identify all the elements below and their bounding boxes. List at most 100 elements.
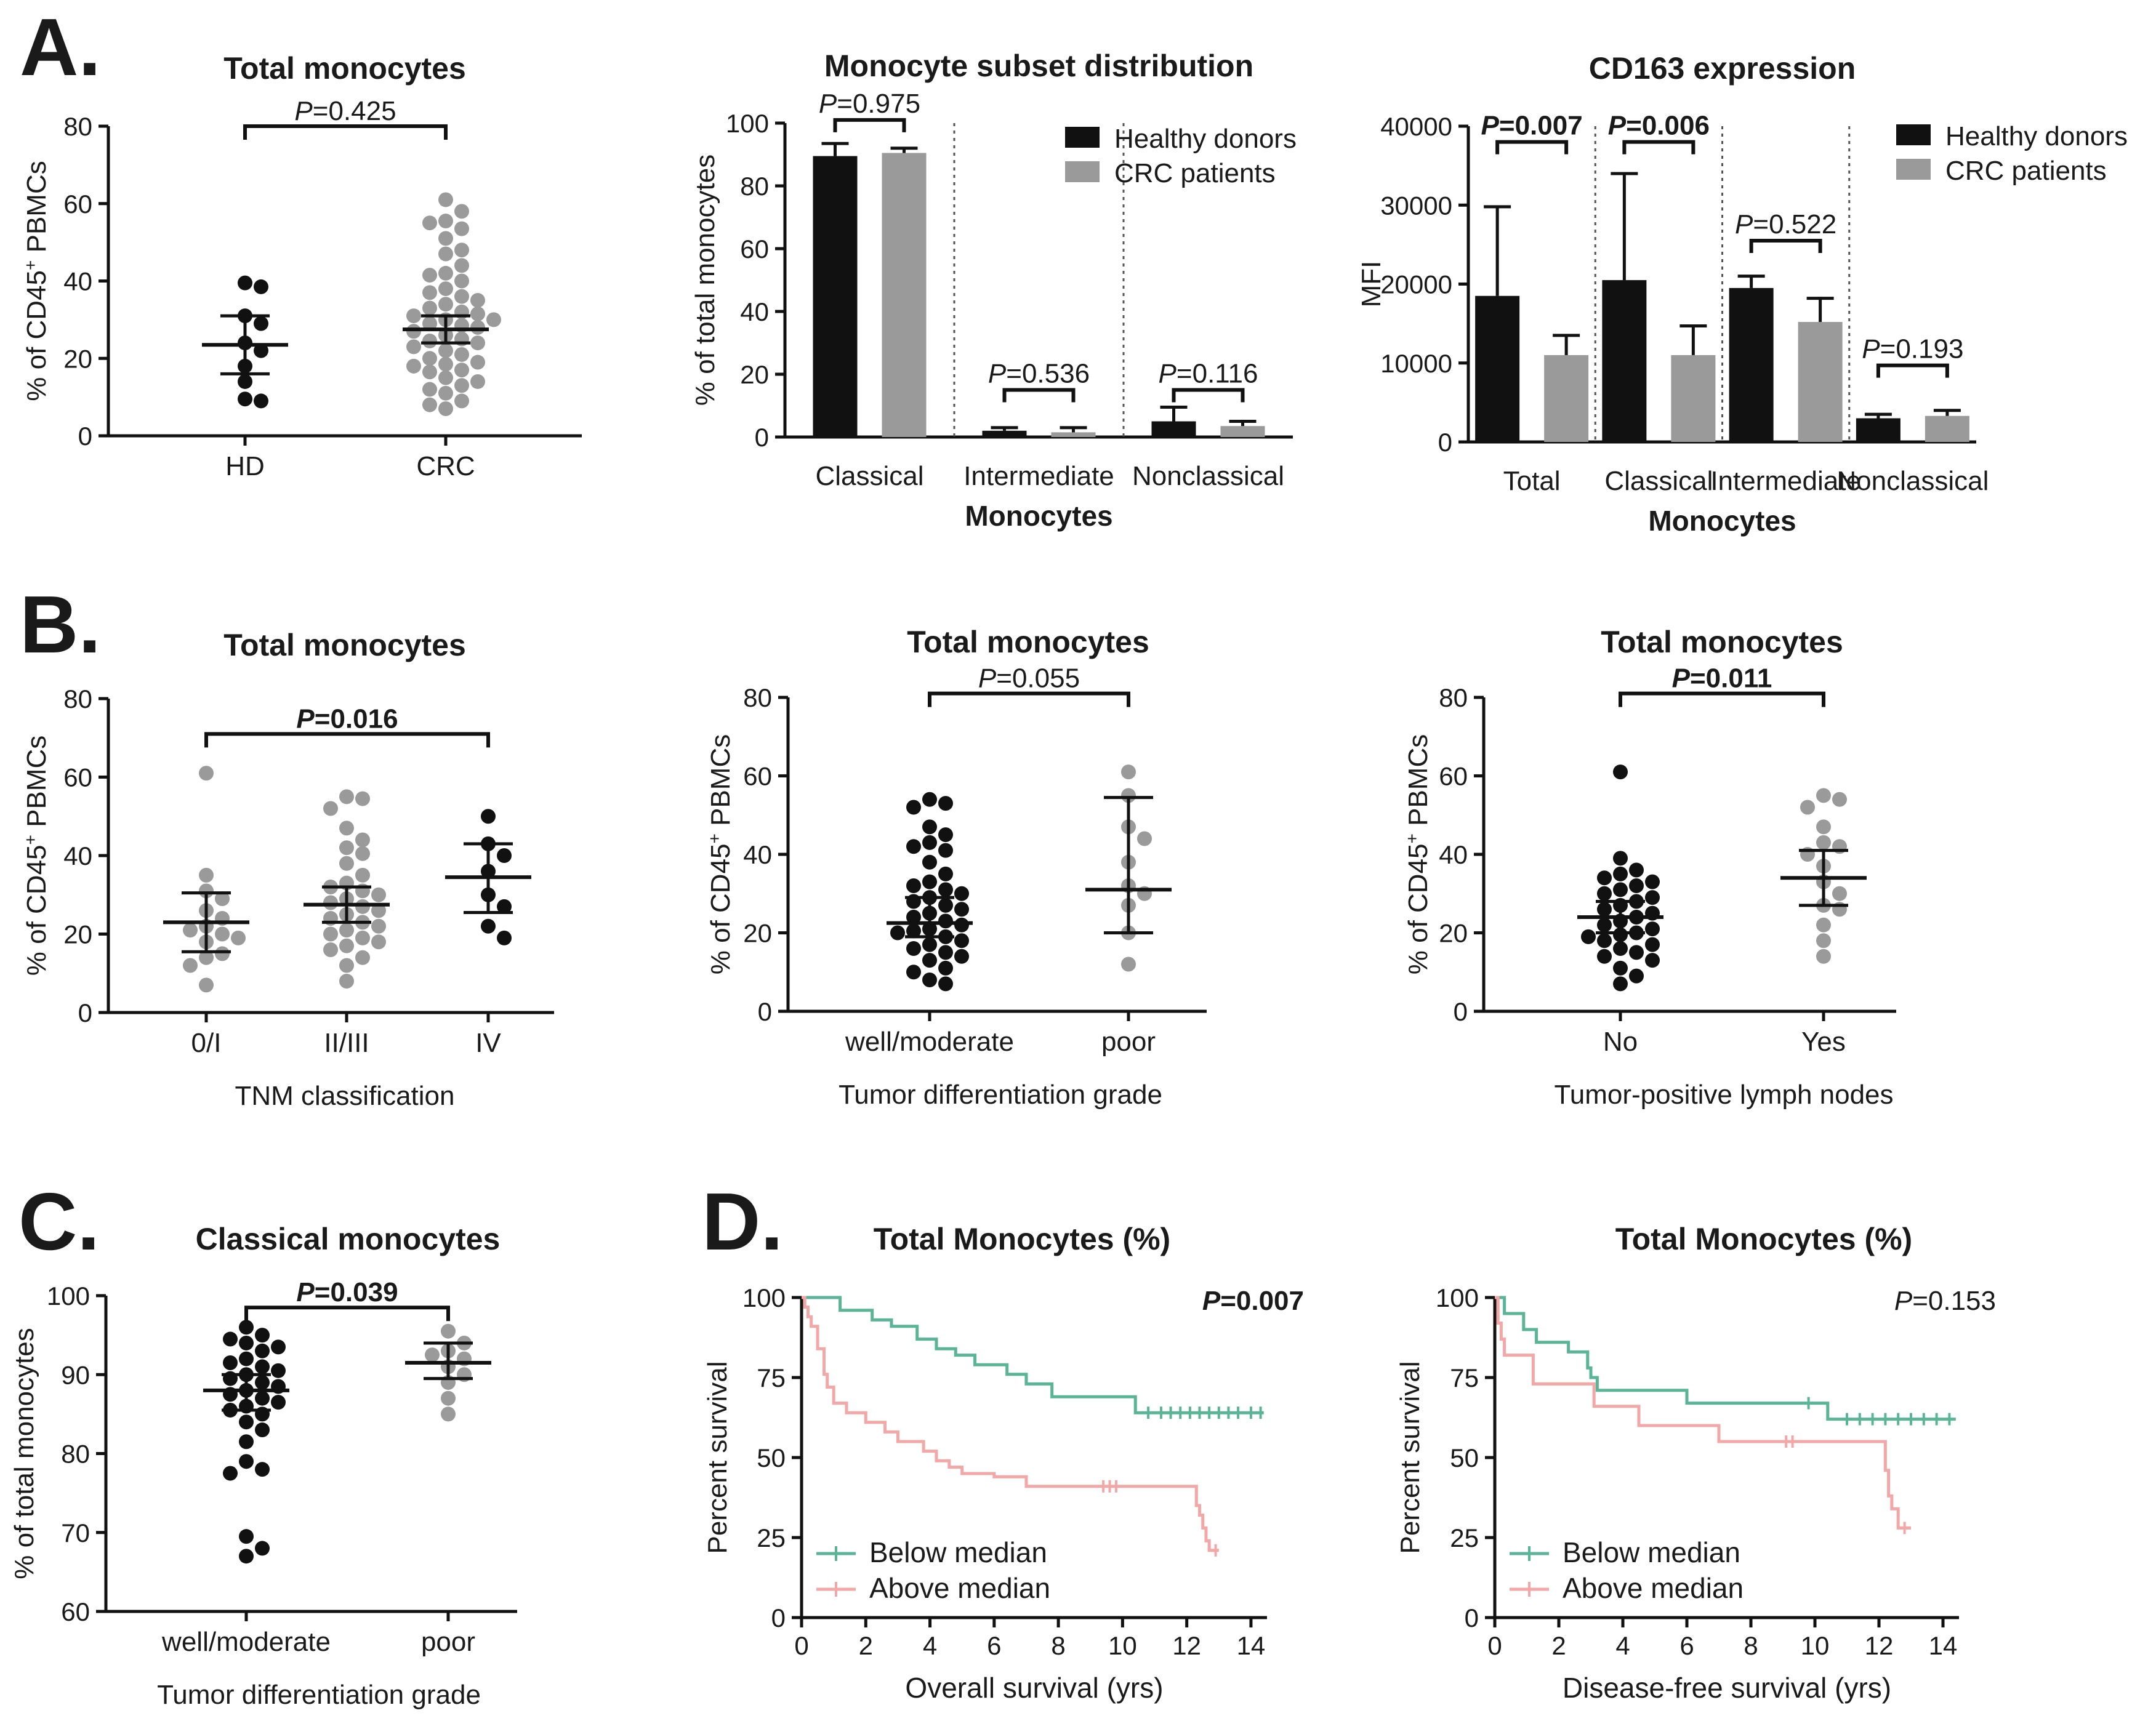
x-axis-label: TNM classification bbox=[235, 1081, 455, 1111]
data-point bbox=[890, 925, 905, 941]
x-tick-label: well/moderate bbox=[161, 1627, 331, 1657]
data-point bbox=[422, 364, 437, 380]
data-point bbox=[1645, 890, 1660, 905]
legend-swatch bbox=[1065, 127, 1100, 148]
y-axis-label: % of CD45+ PBMCs bbox=[705, 734, 736, 974]
data-point bbox=[199, 977, 214, 993]
data-point bbox=[355, 867, 370, 883]
data-point bbox=[1800, 800, 1815, 815]
data-point bbox=[438, 265, 453, 281]
bar bbox=[813, 156, 858, 438]
y-tick-label: 0 bbox=[78, 998, 92, 1027]
data-point bbox=[938, 882, 953, 897]
p-value-label: P=0.006 bbox=[1608, 111, 1710, 141]
y-tick-label: 0 bbox=[758, 997, 772, 1026]
data-point bbox=[438, 370, 453, 385]
data-point bbox=[922, 874, 937, 889]
y-tick-label: 100 bbox=[742, 1283, 786, 1312]
data-point bbox=[339, 820, 354, 836]
data-point bbox=[422, 397, 437, 412]
legend-label: Healthy donors bbox=[1945, 121, 2128, 151]
data-point bbox=[255, 1541, 270, 1556]
p-value-label: P=0.425 bbox=[294, 96, 396, 126]
data-point bbox=[922, 819, 937, 835]
data-point bbox=[906, 910, 921, 925]
data-point bbox=[497, 899, 512, 914]
y-tick-label: 0 bbox=[771, 1603, 786, 1632]
data-point bbox=[1645, 953, 1660, 968]
y-tick-label: 25 bbox=[757, 1523, 786, 1552]
p-value-label: P=0.153 bbox=[1894, 1286, 1996, 1316]
data-point bbox=[438, 401, 453, 416]
y-tick-label: 100 bbox=[1436, 1283, 1479, 1312]
data-point bbox=[922, 854, 937, 870]
data-point bbox=[1629, 862, 1644, 878]
data-point bbox=[1613, 941, 1628, 956]
chart-c1: C. Classical monocytes 60 70 80 90 100 % of tot… bbox=[9, 1176, 517, 1710]
data-point bbox=[938, 913, 953, 929]
data-point bbox=[339, 856, 354, 871]
legend-label: Below median bbox=[1563, 1536, 1740, 1568]
data-point bbox=[223, 1355, 238, 1371]
data-point bbox=[255, 1422, 270, 1438]
data-point bbox=[323, 942, 338, 957]
data-point bbox=[254, 343, 268, 358]
data-point bbox=[454, 204, 469, 219]
data-point bbox=[339, 958, 354, 973]
legend-label: Above median bbox=[1563, 1572, 1744, 1604]
y-tick-label: 40 bbox=[63, 841, 92, 870]
data-point bbox=[1597, 949, 1612, 964]
significance-bracket bbox=[244, 1306, 450, 1322]
y-tick-label: 40 bbox=[1439, 840, 1468, 869]
data-point bbox=[954, 933, 969, 949]
data-point bbox=[223, 1466, 238, 1481]
data-point bbox=[215, 926, 230, 942]
data-point bbox=[183, 958, 198, 973]
data-point bbox=[271, 1339, 286, 1355]
p-value-label: P=0.193 bbox=[1862, 334, 1963, 364]
x-tick-label: 14 bbox=[1929, 1631, 1958, 1660]
data-point bbox=[906, 800, 921, 815]
x-tick-label: 6 bbox=[987, 1631, 1001, 1660]
legend-label: CRC patients bbox=[1945, 156, 2107, 186]
survival-curve bbox=[802, 1296, 1264, 1414]
y-axis-label: % of CD45+ PBMCs bbox=[21, 736, 52, 976]
data-point bbox=[1832, 792, 1847, 807]
chart-title: Total monocytes bbox=[223, 628, 466, 662]
y-tick-label: 40 bbox=[743, 840, 772, 869]
data-point bbox=[938, 960, 953, 976]
chart-d2: Total Monocytes (%) 0 25 50 75 100 0 2 4 6 8 10 12 14… bbox=[1395, 1222, 1996, 1704]
x-tick-label: 4 bbox=[923, 1631, 937, 1660]
bar bbox=[1544, 355, 1589, 442]
data-point bbox=[215, 891, 230, 907]
data-point bbox=[1597, 870, 1612, 886]
x-tick-label: Total bbox=[1503, 466, 1561, 496]
data-point bbox=[938, 945, 953, 960]
data-point bbox=[1832, 886, 1847, 901]
y-axis-label: % of total monocytes bbox=[690, 154, 720, 406]
x-axis-label: Tumor differentiation grade bbox=[157, 1680, 481, 1710]
data-point bbox=[938, 897, 953, 913]
data-point bbox=[355, 950, 370, 965]
bar bbox=[1856, 418, 1901, 442]
legend-label: Healthy donors bbox=[1114, 124, 1297, 154]
bar bbox=[1671, 355, 1716, 442]
data-point bbox=[339, 789, 354, 804]
bar bbox=[1220, 426, 1265, 437]
data-point bbox=[1629, 945, 1644, 960]
data-point bbox=[199, 867, 214, 883]
x-tick-label: 10 bbox=[1108, 1631, 1137, 1660]
data-point bbox=[239, 1335, 254, 1350]
x-axis-label: Tumor-positive lymph nodes bbox=[1554, 1080, 1893, 1110]
chart-b1: B. Total monocytes 0 20 40 60 80 % of CD45+ PBM… bbox=[20, 579, 554, 1111]
data-point bbox=[371, 903, 386, 918]
data-point bbox=[454, 258, 469, 273]
data-point bbox=[438, 385, 453, 401]
x-tick-label: CRC bbox=[416, 451, 475, 481]
data-point bbox=[422, 382, 437, 397]
data-point bbox=[239, 1351, 254, 1366]
data-point bbox=[422, 316, 437, 331]
y-tick-label: 80 bbox=[63, 112, 92, 141]
data-point bbox=[355, 899, 370, 914]
y-tick-label: 0 bbox=[1465, 1603, 1479, 1632]
